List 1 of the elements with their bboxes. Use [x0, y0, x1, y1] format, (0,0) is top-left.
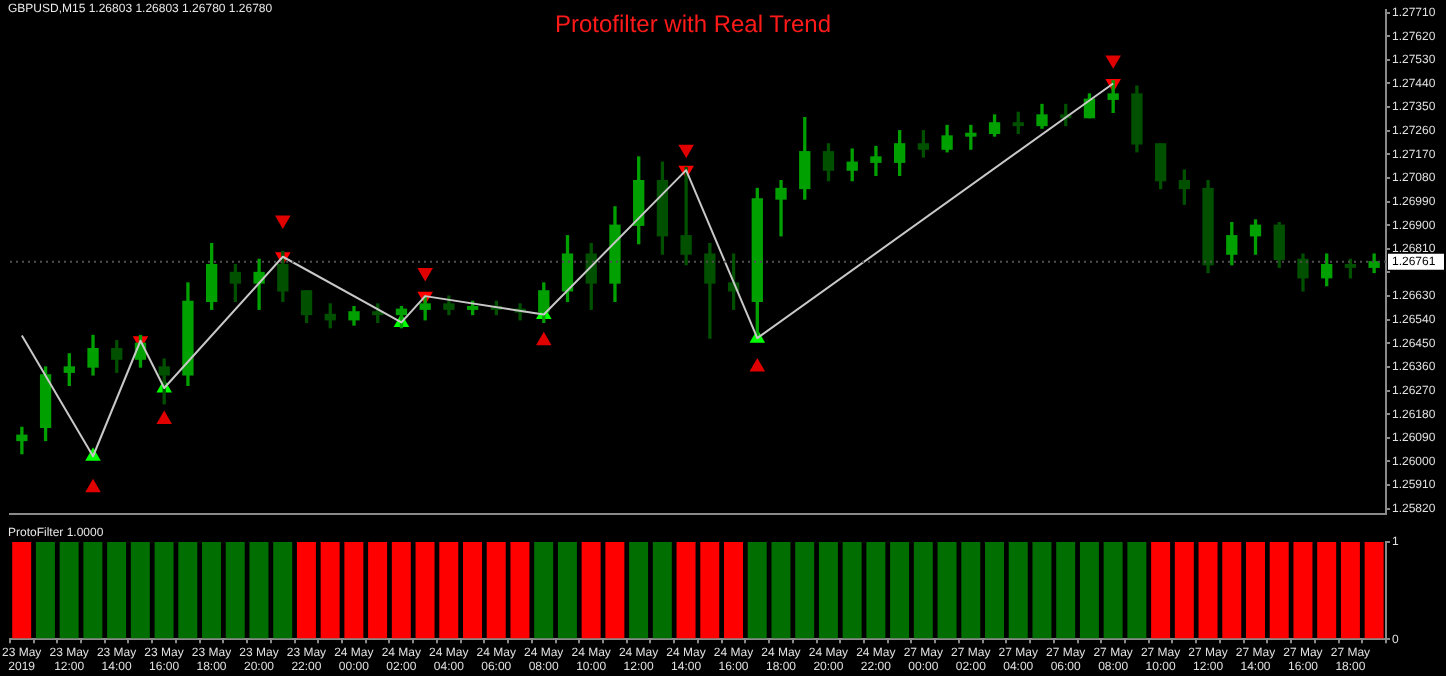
chart-title: Protofilter with Real Trend [554, 10, 832, 38]
